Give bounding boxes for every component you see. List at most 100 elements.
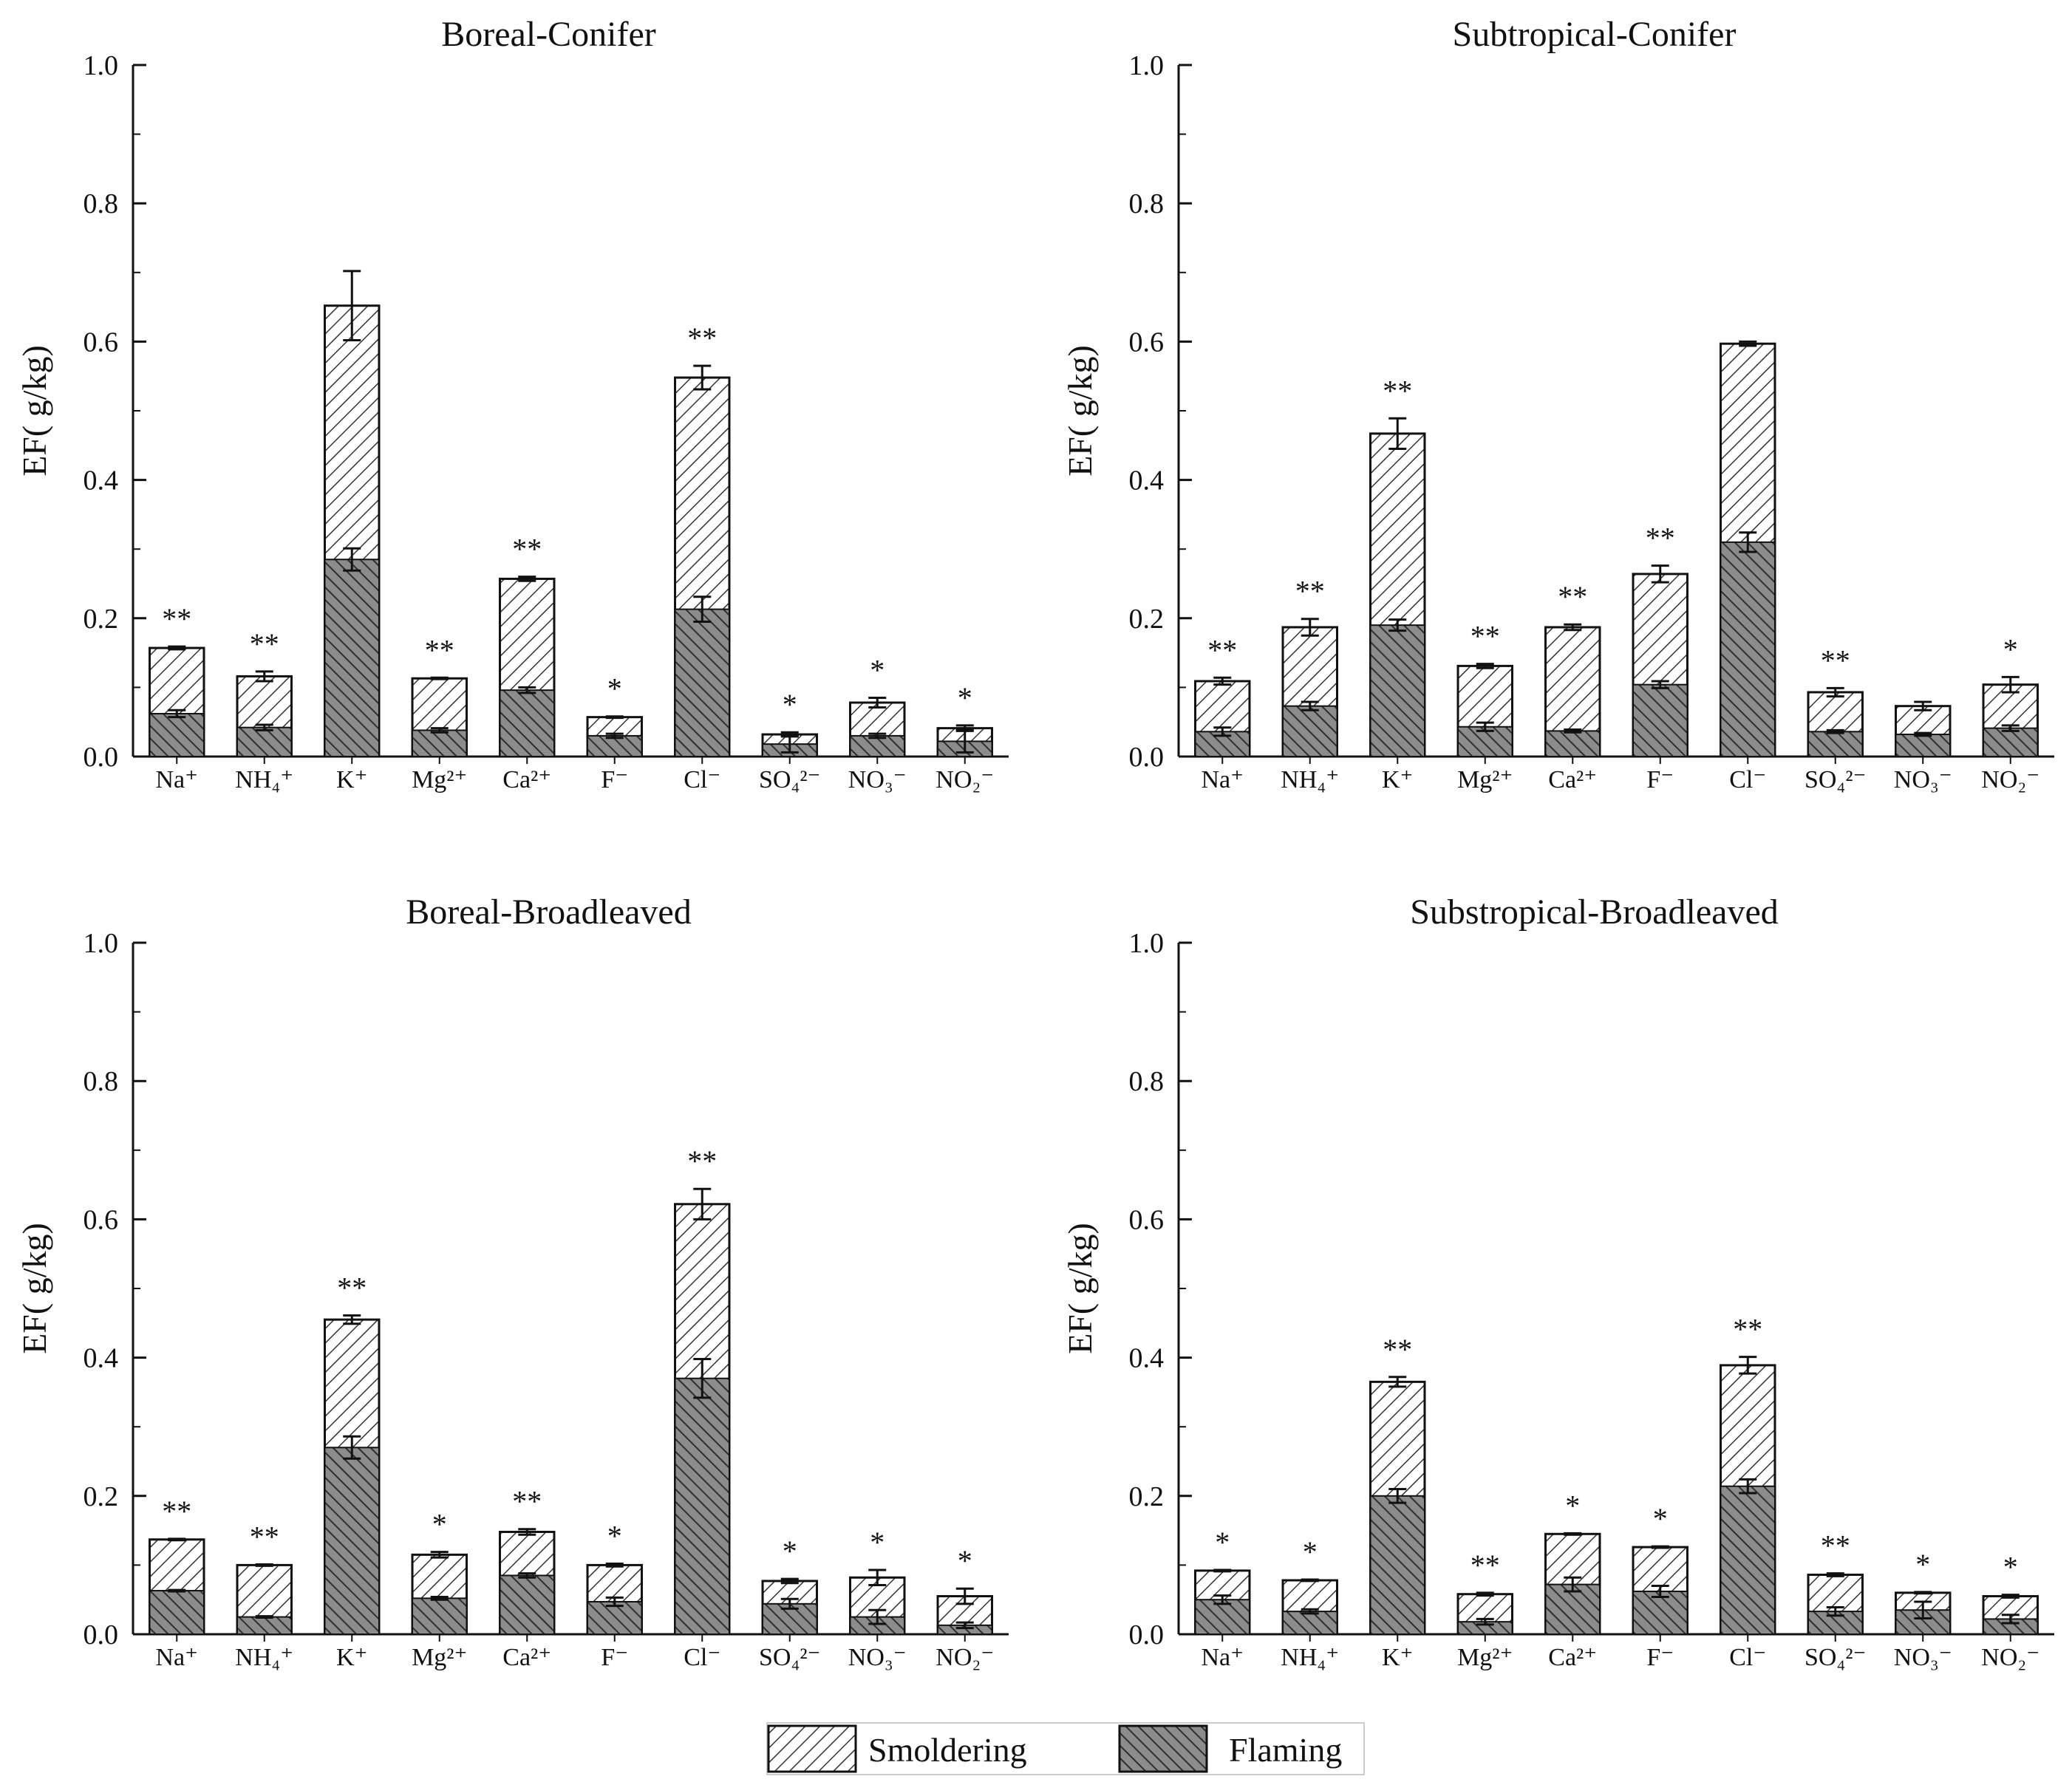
bar-flaming bbox=[1895, 734, 1951, 757]
chart-panel-4: Substropical-Broadleaved EF( g/kg) 0.0 0.2 0… bbox=[1061, 892, 2054, 1671]
x-tick-label: F⁻ bbox=[601, 1644, 628, 1671]
error-bar-flaming bbox=[2001, 1614, 2020, 1625]
significance-marker: ** bbox=[1207, 633, 1237, 666]
significance-marker: ** bbox=[162, 602, 191, 635]
y-tick-label: 0.4 bbox=[84, 1343, 119, 1374]
error-bar-flaming bbox=[518, 686, 536, 694]
error-bar-flaming bbox=[693, 1357, 712, 1399]
significance-marker: ** bbox=[1383, 374, 1412, 407]
significance-marker: ** bbox=[1295, 575, 1325, 608]
error-bar-smoldering bbox=[430, 676, 449, 680]
significance-marker: ** bbox=[1821, 644, 1850, 677]
x-tick-label: Na⁺ bbox=[1201, 1644, 1244, 1671]
y-tick-label: 0.2 bbox=[1129, 604, 1165, 635]
bar-flaming bbox=[149, 1590, 205, 1635]
significance-marker: ** bbox=[687, 321, 717, 355]
significance-marker: * bbox=[958, 1544, 972, 1577]
error-bar-smoldering bbox=[518, 1528, 536, 1536]
bar-flaming bbox=[1720, 1485, 1776, 1636]
chart-title: Substropical-Broadleaved bbox=[1410, 892, 1779, 932]
error-bar-smoldering bbox=[1739, 1356, 1757, 1375]
error-bar-flaming bbox=[955, 1621, 974, 1630]
y-tick-label: 0.6 bbox=[84, 327, 119, 358]
y-axis-label: EF( g/kg) bbox=[16, 345, 53, 477]
x-tick-label: Ca²⁺ bbox=[502, 766, 551, 793]
chart-title: Boreal-Conifer bbox=[441, 15, 656, 54]
error-bar-smoldering bbox=[1651, 1545, 1669, 1549]
bar-flaming bbox=[674, 608, 730, 758]
legend-label-smoldering: Smoldering bbox=[868, 1731, 1027, 1769]
x-tick-label: NH₄⁺ bbox=[1281, 766, 1339, 793]
x-tick-label: NO₃⁻ bbox=[848, 1644, 907, 1671]
error-bar-smoldering bbox=[168, 645, 186, 651]
error-bar-flaming bbox=[168, 709, 186, 719]
error-bar-flaming bbox=[2001, 724, 2020, 732]
x-tick-label: Na⁺ bbox=[1201, 766, 1244, 793]
x-tick-label: K⁺ bbox=[336, 766, 368, 793]
error-bar-flaming bbox=[1651, 1584, 1669, 1598]
significance-marker: ** bbox=[162, 1495, 191, 1528]
x-tick-label: Ca²⁺ bbox=[1548, 766, 1597, 793]
error-bar-smoldering bbox=[1476, 663, 1494, 669]
bar-flaming bbox=[324, 559, 380, 757]
bar-flaming bbox=[1632, 683, 1688, 758]
chart-title: Subtropical-Conifer bbox=[1453, 15, 1737, 54]
error-bar-smoldering bbox=[518, 576, 536, 582]
significance-marker: * bbox=[2003, 1551, 2018, 1584]
legend: Smoldering Flaming bbox=[766, 1722, 1365, 1775]
error-bar-flaming bbox=[1564, 728, 1582, 734]
error-bar-smoldering bbox=[1739, 340, 1757, 347]
error-bar-flaming bbox=[343, 547, 361, 572]
y-tick-label: 0.4 bbox=[84, 465, 119, 496]
error-bar-flaming bbox=[693, 595, 712, 623]
error-bar-smoldering bbox=[255, 1563, 273, 1567]
bar-flaming bbox=[1720, 541, 1776, 758]
bar-flaming bbox=[236, 1616, 293, 1636]
x-tick-label: Mg²⁺ bbox=[1457, 766, 1513, 793]
bar-flaming bbox=[499, 1574, 555, 1635]
error-bar-flaming bbox=[1301, 700, 1319, 711]
error-bar-flaming bbox=[168, 1588, 186, 1593]
y-tick-label: 0.4 bbox=[1129, 465, 1165, 496]
chart-title: Boreal-Broadleaved bbox=[406, 892, 691, 932]
error-bar-flaming bbox=[1476, 1617, 1494, 1626]
legend-swatch-smoldering bbox=[767, 1724, 857, 1773]
bar-flaming bbox=[1544, 1583, 1601, 1635]
error-bar-smoldering bbox=[1213, 676, 1232, 686]
x-tick-label: NO₃⁻ bbox=[1894, 766, 1952, 793]
error-bar-flaming bbox=[255, 723, 273, 731]
y-tick-label: 1.0 bbox=[1129, 928, 1165, 959]
y-tick-label: 0.0 bbox=[1129, 742, 1165, 773]
significance-marker: * bbox=[2003, 632, 2018, 666]
x-tick-label: Cl⁻ bbox=[684, 766, 720, 793]
x-tick-label: F⁻ bbox=[1646, 766, 1674, 793]
error-bar-flaming bbox=[780, 1597, 799, 1610]
x-tick-label: SO₄²⁻ bbox=[1805, 766, 1866, 793]
y-tick-label: 0.8 bbox=[1129, 1066, 1165, 1097]
significance-marker: ** bbox=[512, 533, 542, 566]
error-bar-flaming bbox=[1564, 1576, 1582, 1593]
error-bar-smoldering bbox=[168, 1537, 186, 1542]
error-bar-smoldering bbox=[1564, 623, 1582, 632]
x-tick-label: Cl⁻ bbox=[1729, 766, 1766, 793]
significance-marker: ** bbox=[250, 1520, 279, 1553]
error-bar-flaming bbox=[1826, 728, 1844, 734]
y-tick-label: 0.2 bbox=[84, 604, 119, 635]
error-bar-flaming bbox=[430, 727, 449, 734]
error-bar-flaming bbox=[1914, 731, 1932, 737]
y-tick-label: 0.6 bbox=[84, 1204, 119, 1235]
y-tick-label: 0.0 bbox=[84, 1619, 119, 1650]
x-tick-label: Cl⁻ bbox=[1729, 1644, 1766, 1671]
error-bar-smoldering bbox=[1914, 1591, 1932, 1595]
x-tick-label: Ca²⁺ bbox=[1548, 1644, 1597, 1671]
y-tick-label: 0.4 bbox=[1129, 1343, 1165, 1374]
error-bar-flaming bbox=[1213, 726, 1232, 737]
x-tick-label: SO₄²⁻ bbox=[759, 1644, 820, 1671]
x-tick-label: NO₂⁻ bbox=[1981, 1644, 2039, 1671]
error-bar-flaming bbox=[343, 1435, 361, 1460]
chart-panel-1: Boreal-Conifer EF( g/kg) 0.0 0.2 0.4 0.6 0.8 1.… bbox=[16, 15, 1009, 793]
significance-marker: * bbox=[783, 688, 797, 721]
bar-flaming bbox=[236, 726, 293, 757]
x-tick-label: NO₂⁻ bbox=[936, 1644, 994, 1671]
significance-marker: * bbox=[1915, 1548, 1930, 1581]
